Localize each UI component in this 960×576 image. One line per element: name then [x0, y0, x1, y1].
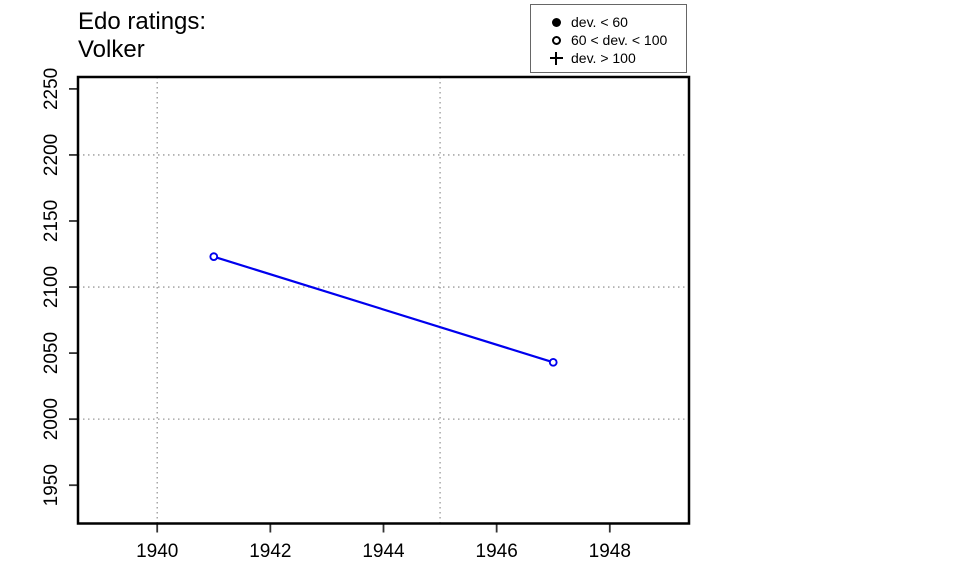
y-tick-label: 2250	[41, 68, 62, 110]
x-tick-label: 1944	[362, 541, 405, 562]
x-tick-label: 1946	[476, 541, 518, 562]
legend-label: 60 < dev. < 100	[571, 32, 668, 48]
filled-circle-icon	[547, 15, 565, 29]
plus-icon	[547, 51, 565, 65]
legend: dev. < 60 60 < dev. < 100 dev. > 100	[530, 4, 687, 73]
legend-item-dev-lt-60: dev. < 60	[531, 13, 686, 31]
data-point	[209, 252, 219, 262]
legend-label: dev. > 100	[571, 50, 636, 66]
y-tick-label: 2050	[41, 332, 62, 374]
y-tick-label: 2000	[41, 398, 62, 440]
y-tick-label: 2150	[41, 200, 62, 242]
open-circle-icon	[547, 33, 565, 47]
legend-item-dev-gt-100: dev. > 100	[531, 49, 686, 67]
legend-item-dev-60-100: 60 < dev. < 100	[531, 31, 686, 49]
chart-title: Edo ratings: Volker	[78, 8, 206, 64]
x-tick-label: 1942	[249, 541, 291, 562]
y-tick-label: 2200	[41, 134, 62, 176]
x-tick-label: 1940	[136, 541, 178, 562]
plot-border	[76, 75, 691, 525]
legend-label: dev. < 60	[571, 14, 628, 30]
chart-title-line1: Edo ratings:	[78, 8, 207, 35]
y-tick-label: 1950	[41, 464, 62, 506]
x-tick-label: 1948	[589, 541, 631, 562]
y-tick-label: 2100	[41, 266, 62, 308]
data-line	[213, 255, 554, 364]
data-point	[548, 357, 558, 367]
chart-title-line2: Volker	[78, 36, 145, 63]
